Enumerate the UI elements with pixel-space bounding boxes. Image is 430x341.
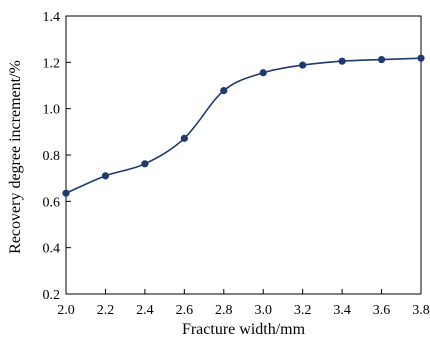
data-point xyxy=(259,69,267,77)
y-axis: 0.2 0.4 0.6 0.8 1.0 1.2 1.4 xyxy=(43,10,71,303)
data-point xyxy=(377,55,386,64)
x-tick-label: 3.2 xyxy=(294,303,312,318)
x-tick-label: 3.8 xyxy=(412,303,430,318)
y-tick-label: 0.8 xyxy=(43,149,61,164)
y-tick-label: 1.0 xyxy=(43,103,61,118)
data-point xyxy=(62,189,70,197)
x-tick-label: 2.4 xyxy=(136,303,154,318)
x-tick-label: 3.4 xyxy=(333,303,351,318)
y-tick-label: 1.4 xyxy=(43,10,61,25)
plot-area xyxy=(65,15,422,295)
x-tick-label: 2.2 xyxy=(97,303,115,318)
data-point xyxy=(338,57,346,65)
y-tick-label: 0.4 xyxy=(43,242,61,257)
x-tick-label: 2.6 xyxy=(176,303,194,318)
y-tick-label: 0.6 xyxy=(43,195,61,210)
x-tick-label: 2.8 xyxy=(215,303,233,318)
y-axis-title: Recovery degree increment/% xyxy=(7,60,24,254)
data-point xyxy=(299,61,307,69)
x-tick-label: 2.0 xyxy=(57,303,75,318)
series-line xyxy=(65,57,422,194)
data-point xyxy=(417,54,425,62)
data-point xyxy=(180,134,188,142)
series-markers xyxy=(62,54,425,197)
y-tick-label: 1.2 xyxy=(43,56,61,71)
x-axis-title: Fracture width/mm xyxy=(182,321,306,338)
data-point xyxy=(101,172,110,180)
x-tick-label: 3.0 xyxy=(254,303,272,318)
x-axis: 2.0 2.2 2.4 2.6 2.8 3.0 3.2 3.4 3.6 3.8 xyxy=(57,289,430,318)
data-point xyxy=(220,86,228,95)
x-tick-label: 3.6 xyxy=(373,303,391,318)
data-point xyxy=(141,160,149,168)
y-tick-label: 0.2 xyxy=(43,288,61,303)
plot-border xyxy=(65,15,422,295)
